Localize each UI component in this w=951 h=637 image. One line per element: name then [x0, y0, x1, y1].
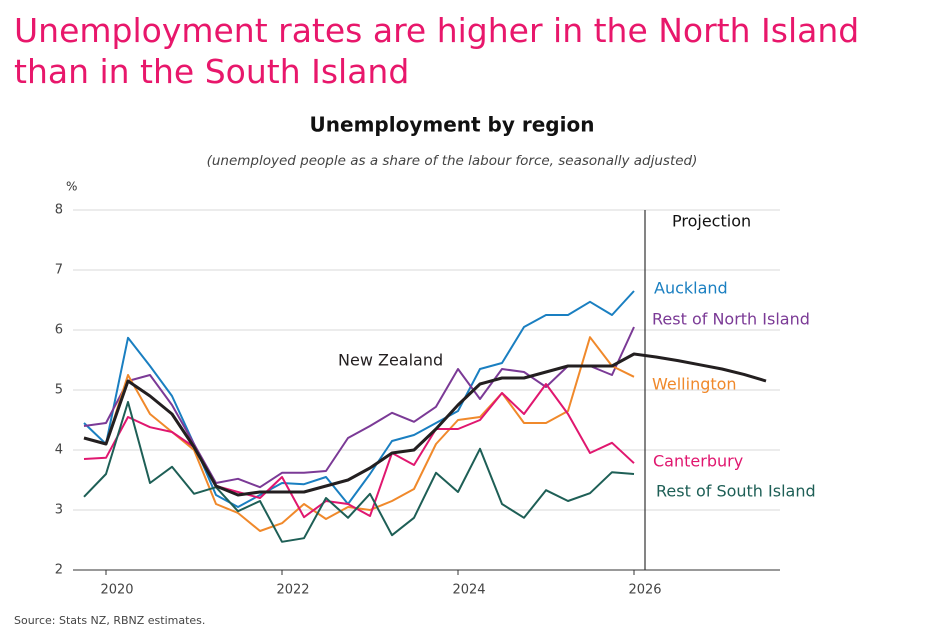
series-label: Rest of South Island	[656, 482, 816, 501]
source: Source: Stats NZ, RBNZ estimates.	[14, 614, 205, 627]
series-line	[83, 383, 635, 519]
y-unit: %	[66, 180, 77, 194]
y-tick-label: 2	[55, 563, 63, 578]
projection-label: Projection	[672, 212, 751, 231]
series-line	[83, 401, 635, 543]
x-tick-label: 2020	[100, 583, 133, 598]
y-tick-label: 8	[55, 203, 63, 218]
series-label: Auckland	[654, 279, 728, 298]
series-label: Rest of North Island	[652, 310, 810, 329]
chart-subtitle: Unemployment by region	[310, 113, 595, 137]
series-line	[83, 352, 767, 497]
y-tick-label: 7	[55, 263, 63, 278]
x-tick-label: 2024	[452, 583, 485, 598]
x-tick-label: 2026	[628, 583, 661, 598]
series-label: New Zealand	[338, 351, 443, 370]
series-line	[83, 326, 635, 489]
y-tick-label: 5	[55, 383, 63, 398]
y-tick-label: 6	[55, 323, 63, 338]
chart-title: Unemployment rates are higher in the Nor…	[14, 11, 860, 91]
y-tick-label: 3	[55, 503, 63, 518]
chart-note: (unemployed people as a share of the lab…	[207, 153, 698, 169]
series-label: Wellington	[652, 375, 737, 394]
series-label: Canterbury	[653, 452, 743, 471]
x-tick-label: 2022	[276, 583, 309, 598]
title-box: Unemployment rates are higher in the Nor…	[14, 11, 860, 91]
y-tick-label: 4	[55, 443, 63, 458]
series-line	[83, 290, 635, 508]
